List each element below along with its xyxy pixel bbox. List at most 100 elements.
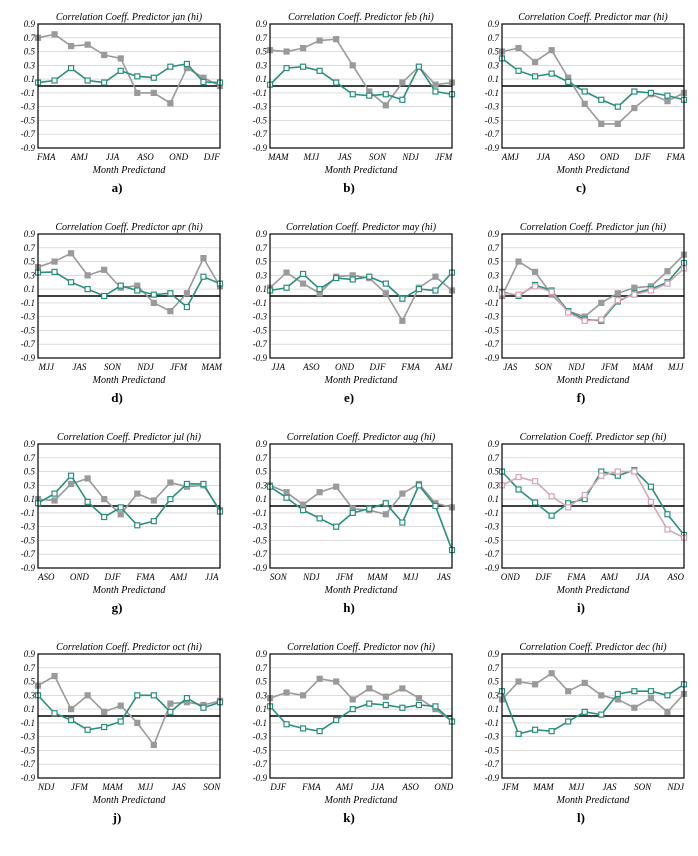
svg-text:DJF: DJF	[634, 152, 651, 162]
svg-text:0.3: 0.3	[488, 270, 500, 280]
svg-text:FMA: FMA	[400, 362, 420, 372]
svg-text:-0.5: -0.5	[21, 535, 36, 545]
svg-text:0.1: 0.1	[488, 284, 499, 294]
svg-text:Month Predictand: Month Predictand	[324, 795, 399, 806]
svg-text:DJF: DJF	[203, 152, 220, 162]
svg-text:0.3: 0.3	[24, 480, 36, 490]
svg-text:AMJ: AMJ	[335, 782, 354, 792]
chart-panel: Correlation Coeff. Predictor aug (hi) -0.…	[240, 428, 458, 616]
svg-text:NDJ: NDJ	[37, 782, 56, 792]
svg-text:JJA: JJA	[537, 152, 551, 162]
svg-text:SON: SON	[535, 362, 553, 372]
svg-text:0.3: 0.3	[256, 270, 268, 280]
svg-text:AMJ: AMJ	[501, 152, 520, 162]
svg-text:0.9: 0.9	[256, 19, 268, 29]
svg-text:-0.7: -0.7	[21, 129, 36, 139]
svg-text:SON: SON	[203, 782, 221, 792]
svg-text:-0.1: -0.1	[485, 718, 499, 728]
svg-text:MJJ: MJJ	[38, 362, 55, 372]
svg-text:0.9: 0.9	[488, 229, 500, 239]
svg-text:FMA: FMA	[566, 572, 586, 582]
svg-text:-0.7: -0.7	[485, 129, 500, 139]
svg-text:Correlation Coeff. Predictor m: Correlation Coeff. Predictor may (hi)	[286, 222, 437, 233]
svg-text:JAS: JAS	[437, 572, 451, 582]
svg-text:MJJ: MJJ	[402, 572, 419, 582]
svg-text:Month Predictand: Month Predictand	[556, 795, 631, 806]
svg-text:Correlation Coeff. Predictor j: Correlation Coeff. Predictor jul (hi)	[57, 432, 202, 443]
svg-text:-0.3: -0.3	[21, 522, 36, 532]
svg-text:0.7: 0.7	[256, 453, 268, 463]
svg-text:OND: OND	[335, 362, 355, 372]
svg-text:-0.1: -0.1	[485, 298, 499, 308]
svg-text:-0.3: -0.3	[21, 312, 36, 322]
svg-text:-0.5: -0.5	[253, 115, 268, 125]
svg-text:-0.3: -0.3	[21, 102, 36, 112]
svg-text:-0.9: -0.9	[21, 773, 36, 783]
panel-sublabel: g)	[112, 600, 123, 616]
chart-panel: Correlation Coeff. Predictor nov (hi)-0.…	[240, 638, 458, 826]
svg-text:JFM: JFM	[336, 572, 353, 582]
svg-text:-0.5: -0.5	[485, 115, 500, 125]
svg-text:0.7: 0.7	[256, 33, 268, 43]
svg-text:-0.5: -0.5	[21, 115, 36, 125]
svg-text:-0.5: -0.5	[253, 325, 268, 335]
svg-text:0.7: 0.7	[256, 243, 268, 253]
svg-text:0.7: 0.7	[24, 453, 36, 463]
svg-text:MAM: MAM	[101, 782, 123, 792]
svg-text:DJF: DJF	[534, 572, 551, 582]
svg-text:-0.7: -0.7	[485, 759, 500, 769]
panel-grid: Correlation Coeff. Predictor jan (hi)-0.…	[8, 8, 690, 826]
svg-text:-0.3: -0.3	[485, 522, 500, 532]
svg-text:0.3: 0.3	[24, 270, 36, 280]
svg-text:ASO: ASO	[567, 152, 585, 162]
svg-text:0.1: 0.1	[256, 74, 267, 84]
correlation-chart: Correlation Coeff. Predictor apr (hi)-0.…	[8, 218, 226, 388]
svg-text:-0.5: -0.5	[253, 745, 268, 755]
svg-text:0.7: 0.7	[488, 663, 500, 673]
svg-text:-0.7: -0.7	[253, 129, 268, 139]
svg-text:Correlation Coeff. Predictor a: Correlation Coeff. Predictor aug (hi)	[287, 432, 436, 443]
svg-text:Month Predictand: Month Predictand	[556, 585, 631, 596]
svg-text:Correlation Coeff. Predictor j: Correlation Coeff. Predictor jun (hi)	[520, 222, 667, 233]
svg-text:-0.3: -0.3	[253, 522, 268, 532]
svg-text:0.7: 0.7	[24, 663, 36, 673]
svg-text:OND: OND	[434, 782, 454, 792]
svg-text:-0.7: -0.7	[485, 339, 500, 349]
svg-text:-0.3: -0.3	[485, 732, 500, 742]
svg-text:0.7: 0.7	[488, 453, 500, 463]
svg-text:Correlation Coeff. Predictor d: Correlation Coeff. Predictor dec (hi)	[519, 642, 667, 653]
svg-text:0.3: 0.3	[488, 60, 500, 70]
svg-text:-0.1: -0.1	[253, 88, 267, 98]
svg-text:-0.9: -0.9	[253, 563, 268, 573]
svg-text:-0.7: -0.7	[21, 339, 36, 349]
svg-text:0.9: 0.9	[24, 19, 36, 29]
svg-text:Month Predictand: Month Predictand	[324, 375, 399, 386]
correlation-chart: Correlation Coeff. Predictor jan (hi)-0.…	[8, 8, 226, 178]
svg-text:JAS: JAS	[603, 782, 617, 792]
svg-text:AMJ: AMJ	[70, 152, 89, 162]
svg-text:0.5: 0.5	[488, 47, 500, 57]
svg-text:0.3: 0.3	[256, 60, 268, 70]
correlation-chart: Correlation Coeff. Predictor mar (hi)-0.…	[472, 8, 690, 178]
svg-text:0.3: 0.3	[488, 690, 500, 700]
svg-text:-0.9: -0.9	[21, 143, 36, 153]
svg-text:JFM: JFM	[170, 362, 187, 372]
svg-text:NDJ: NDJ	[136, 362, 155, 372]
svg-text:SON: SON	[104, 362, 122, 372]
svg-text:0.7: 0.7	[256, 663, 268, 673]
panel-sublabel: c)	[576, 180, 586, 196]
svg-text:0.1: 0.1	[24, 74, 35, 84]
chart-panel: Correlation Coeff. Predictor may (hi) -0.…	[240, 218, 458, 406]
panel-sublabel: i)	[577, 600, 585, 616]
svg-text:0.1: 0.1	[488, 704, 499, 714]
svg-text:SON: SON	[369, 152, 387, 162]
svg-text:-0.7: -0.7	[21, 549, 36, 559]
svg-text:OND: OND	[70, 572, 90, 582]
svg-text:0.9: 0.9	[256, 649, 268, 659]
svg-text:0.5: 0.5	[488, 257, 500, 267]
svg-text:0.7: 0.7	[24, 243, 36, 253]
svg-text:Month Predictand: Month Predictand	[92, 165, 167, 176]
svg-text:-0.1: -0.1	[21, 88, 35, 98]
svg-text:Correlation Coeff. Predictor s: Correlation Coeff. Predictor sep (hi)	[520, 432, 667, 443]
svg-text:0.5: 0.5	[24, 677, 36, 687]
